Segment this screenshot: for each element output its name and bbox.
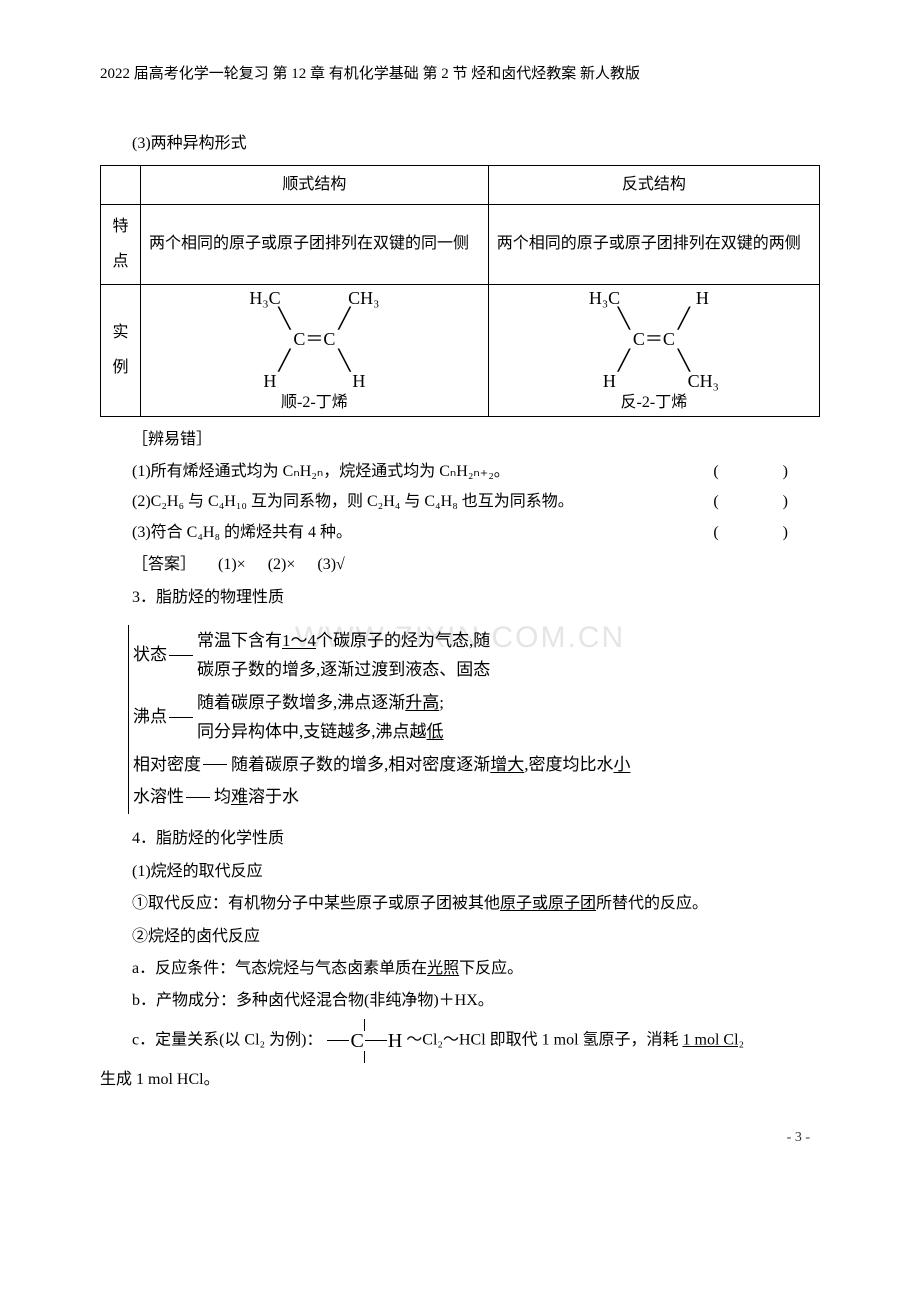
isomer-heading: (3)两种异构形式 — [100, 129, 820, 159]
judge-3: (3)符合 C₄H₈ 的烯烃共有 4 种。( ) — [100, 518, 820, 548]
condition-a: a．反应条件：气态烷烃与气态卤素单质在光照下反应。 — [100, 954, 820, 984]
halogenation: ②烷烃的卤代反应 — [100, 922, 820, 952]
answers: ［答案］ (1)× (2)× (3)√ — [100, 550, 820, 580]
products-b: b．产物成分：多种卤代烃混合物(非纯净物)＋HX。 — [100, 986, 820, 1016]
bp-label: 沸点 — [129, 689, 169, 747]
solubility-body: 均难溶于水 — [214, 783, 820, 812]
page-number: - 3 - — [100, 1125, 820, 1152]
row-example: 实例 — [101, 284, 141, 416]
bianyicuo-label: ［辨易错］ — [100, 425, 820, 455]
properties-tree: 状态 常温下含有1～4个碳原子的烃为气态,随 碳原子数的增多,逐渐过渡到液态、固… — [120, 625, 820, 814]
col-trans: 反式结构 — [488, 165, 819, 204]
section-4: 4．脂肪烃的化学性质 — [100, 824, 820, 854]
substitution-def: ①取代反应：有机物分子中某些原子或原子团被其他原子或原子团所替代的反应。 — [100, 889, 820, 919]
isomer-table: 顺式结构 反式结构 特点 两个相同的原子或原子团排列在双键的同一侧 两个相同的原… — [100, 165, 820, 417]
ch-fragment: CH — [326, 1019, 402, 1063]
col-cis: 顺式结构 — [141, 165, 489, 204]
solubility-label: 水溶性 — [129, 783, 186, 812]
density-label: 相对密度 — [129, 751, 203, 780]
row-feature: 特点 — [101, 205, 141, 284]
feature-trans: 两个相同的原子或原子团排列在双键的两侧 — [488, 205, 819, 284]
table-corner — [101, 165, 141, 204]
state-body: 常温下含有1～4个碳原子的烃为气态,随 碳原子数的增多,逐渐过渡到液态、固态 — [197, 627, 820, 685]
page-header: 2022 届高考化学一轮复习 第 12 章 有机化学基础 第 2 节 烃和卤代烃… — [100, 60, 820, 89]
state-label: 状态 — [129, 627, 169, 685]
bp-body: 随着碳原子数增多,沸点逐渐升高; 同分异构体中,支链越多,沸点越低 — [197, 689, 820, 747]
quantitative-c-tail: 生成 1 mol HCl。 — [100, 1065, 820, 1095]
example-cis: H₃CCH₃ ╲╱ C＝C ╱╲ HH 顺-2-丁烯 — [141, 284, 489, 416]
judge-2: (2)C₂H₆ 与 C₄H₁₀ 互为同系物，则 C₂H₄ 与 C₄H₈ 也互为同… — [100, 487, 820, 517]
feature-cis: 两个相同的原子或原子团排列在双键的同一侧 — [141, 205, 489, 284]
section-4-1: (1)烷烃的取代反应 — [100, 857, 820, 887]
density-body: 随着碳原子数的增多,相对密度逐渐增大,密度均比水小 — [231, 751, 820, 780]
judge-1: (1)所有烯烃通式均为 CₙH₂ₙ，烷烃通式均为 CₙH₂ₙ₊₂。( ) — [100, 457, 820, 487]
quantitative-c: c．定量关系(以 Cl₂ 为例)： CH ～Cl₂～HCl 即取代 1 mol … — [100, 1019, 820, 1063]
section-3: 3．脂肪烃的物理性质 — [100, 583, 820, 613]
example-trans: H₃CH ╲╱ C＝C ╱╲ HCH₃ 反-2-丁烯 — [488, 284, 819, 416]
